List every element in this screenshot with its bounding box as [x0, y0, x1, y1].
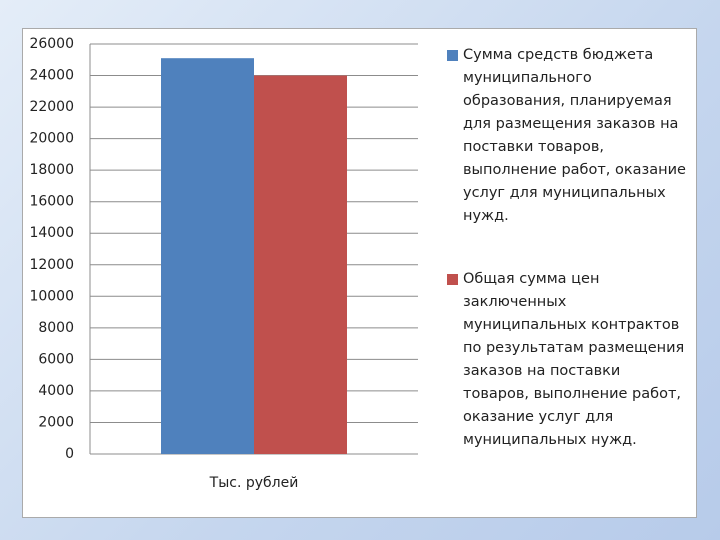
- y-tick-label: 14000: [29, 225, 74, 241]
- bar: [254, 75, 347, 455]
- bar: [161, 58, 254, 454]
- y-tick-label: 20000: [29, 131, 74, 147]
- y-tick-label: 8000: [38, 320, 74, 336]
- y-tick-label: 12000: [29, 257, 74, 273]
- legend-item: Сумма средств бюджета муниципального обр…: [447, 44, 687, 228]
- x-tick-label: Тыс. рублей: [209, 475, 299, 491]
- y-tick-label: 24000: [29, 68, 74, 84]
- y-tick-label: 10000: [29, 288, 74, 304]
- y-tick-label: 18000: [29, 162, 74, 178]
- legend-label: Общая сумма цен заключенных муниципальны…: [463, 271, 685, 448]
- legend-swatch: [447, 50, 458, 61]
- y-tick-label: 6000: [38, 351, 74, 367]
- y-tick-label: 0: [65, 446, 74, 462]
- chart-frame: [22, 28, 697, 518]
- legend-item: Общая сумма цен заключенных муниципальны…: [447, 268, 687, 452]
- legend-swatch: [447, 274, 458, 285]
- legend-label: Сумма средств бюджета муниципального обр…: [463, 47, 686, 224]
- y-tick-label: 4000: [38, 383, 74, 399]
- y-tick-label: 26000: [29, 36, 74, 52]
- y-tick-label: 22000: [29, 99, 74, 115]
- y-tick-label: 2000: [38, 414, 74, 430]
- y-tick-label: 16000: [29, 194, 74, 210]
